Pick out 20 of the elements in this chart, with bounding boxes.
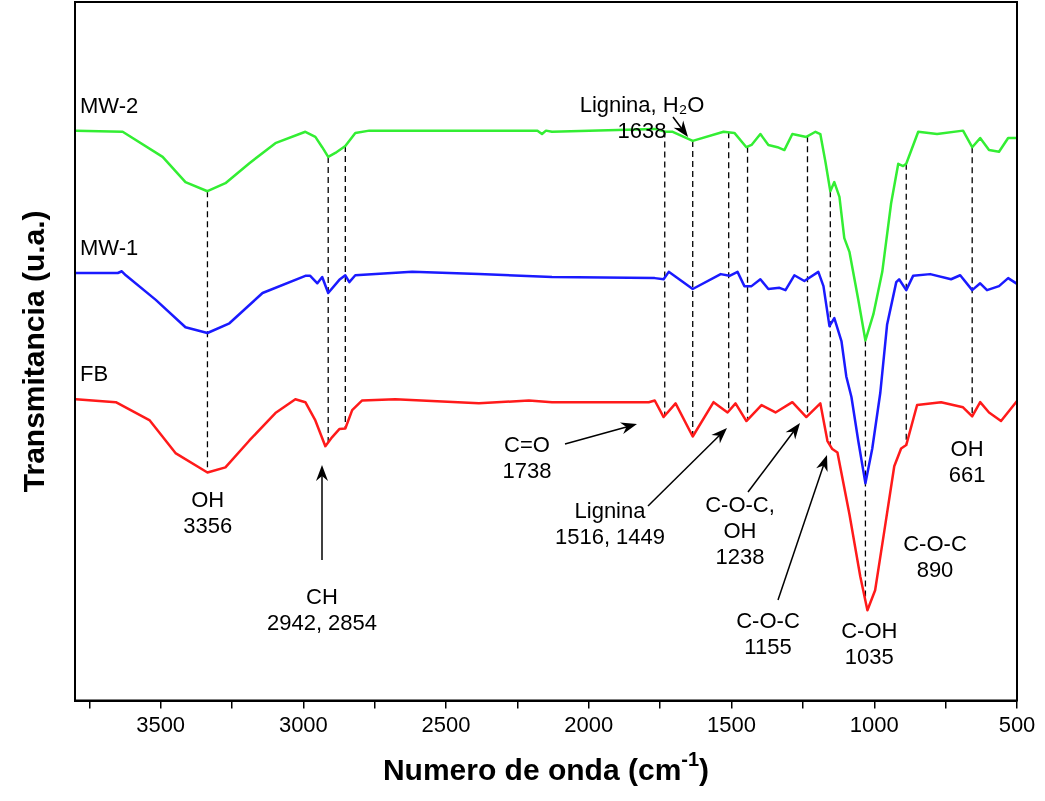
annotation: Lignina 1516, 1449 [554, 498, 666, 550]
series-label: FB [80, 361, 109, 387]
x-tick-label: 1000 [849, 711, 899, 737]
series-label: MW-2 [80, 92, 139, 118]
annotation: C-O-C 1155 [736, 608, 800, 660]
annotation: C-O-C, OH 1238 [705, 492, 775, 570]
x-tick-label: 3500 [136, 711, 186, 737]
annotation: C-O-C 890 [903, 531, 967, 583]
series-label: MW-1 [80, 235, 139, 261]
annotation: OH 3356 [183, 486, 233, 538]
x-tick-label: 1500 [707, 711, 757, 737]
annotation: CH 2942, 2854 [266, 584, 378, 636]
x-tick-label: 2000 [564, 711, 614, 737]
annotation: C-OH 1035 [841, 618, 898, 670]
x-tick-label: 3000 [278, 711, 328, 737]
x-tick-label: 500 [998, 711, 1036, 737]
y-axis-title: Transmitancia (u.a.) [17, 210, 51, 493]
x-tick-label: 2500 [421, 711, 471, 737]
annotation: OH 661 [948, 435, 986, 487]
annotation: C=O 1738 [502, 432, 552, 484]
